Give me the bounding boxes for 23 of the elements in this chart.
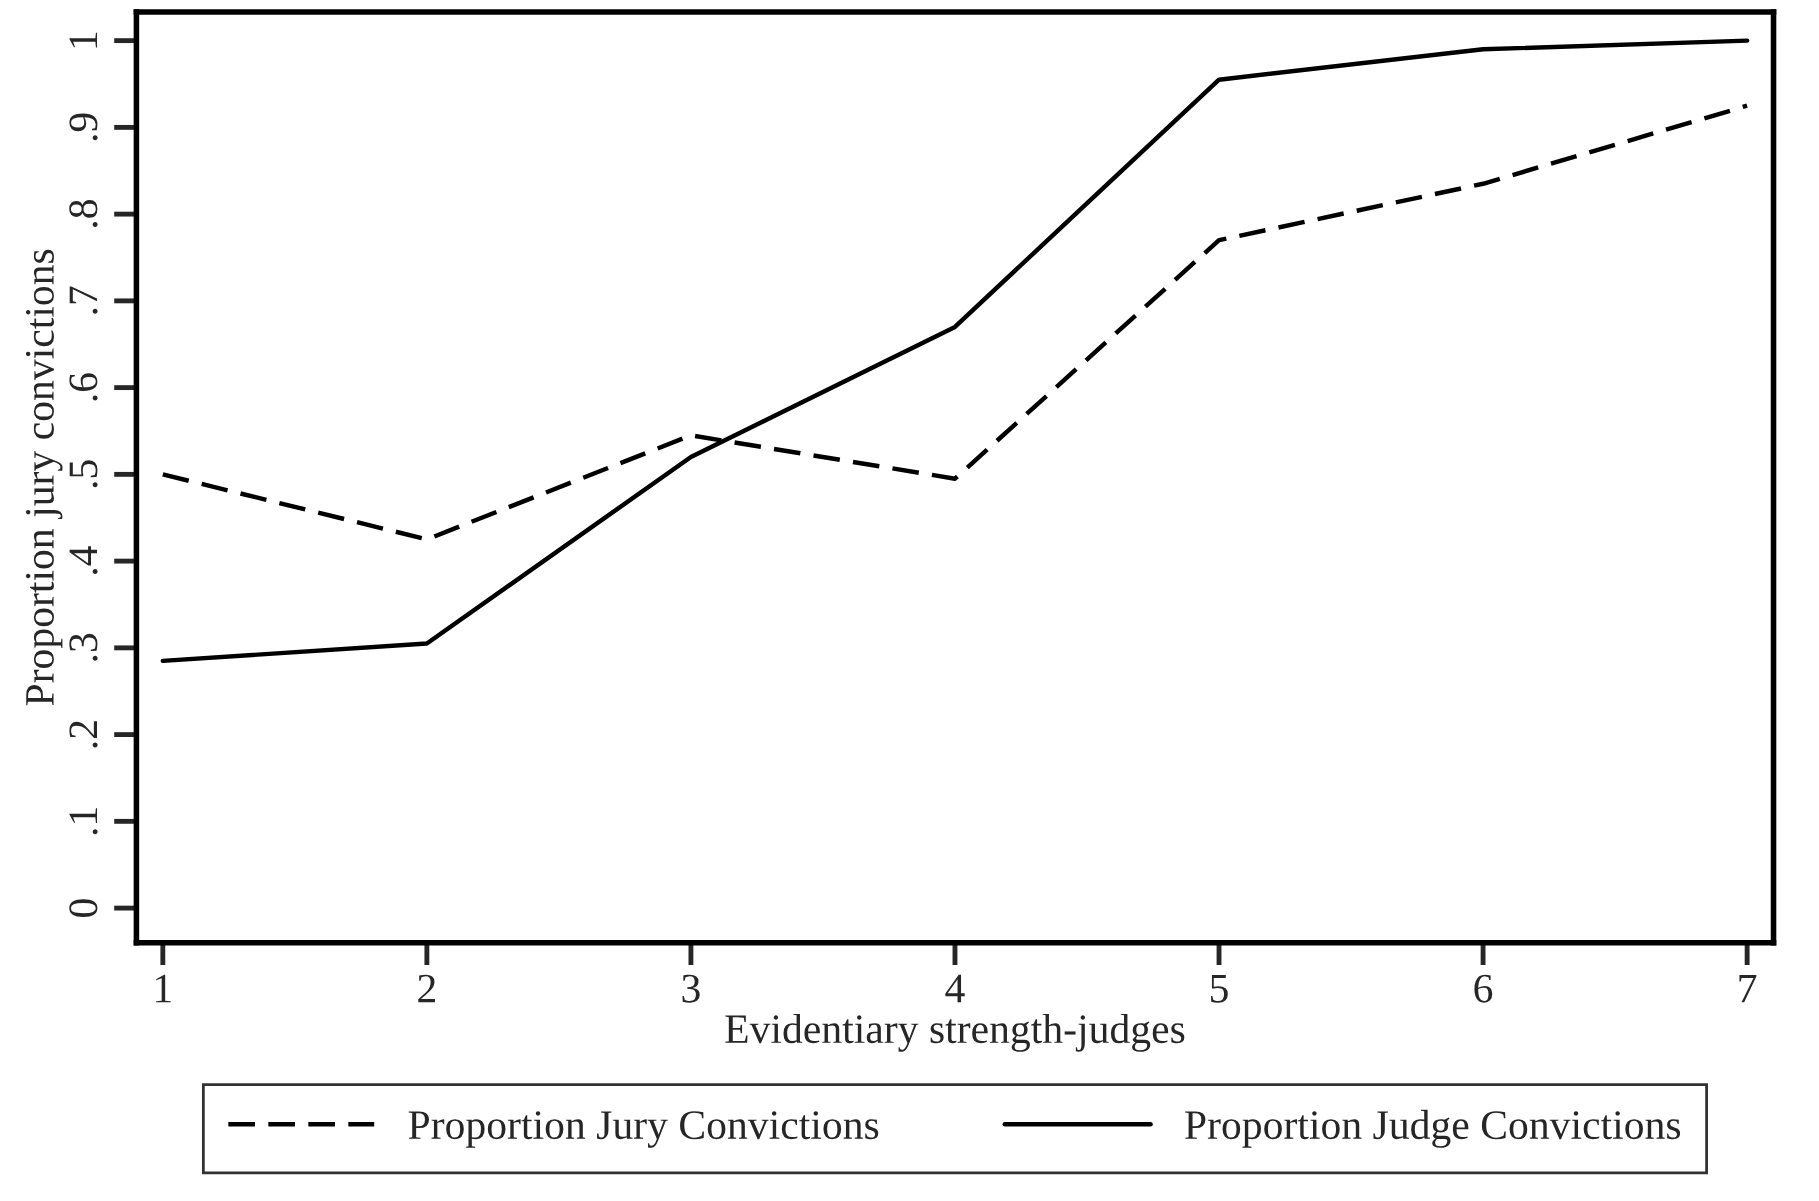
x-tick-label: 5 — [1211, 974, 1228, 1003]
legend-label: Proportion Jury Convictions — [408, 1111, 879, 1148]
y-tick-label: .2 — [69, 721, 98, 748]
y-axis-title: Proportion jury convictions — [25, 249, 63, 706]
line-series — [160, 38, 1750, 664]
y-tick-label: .5 — [69, 460, 98, 488]
y-tick-label: .8 — [69, 200, 98, 227]
y-tick-label: .9 — [69, 113, 98, 141]
x-tick-label: 4 — [945, 974, 965, 1003]
y-tick-label: .1 — [69, 808, 98, 835]
y-tick-label: .6 — [69, 373, 98, 401]
x-tick-label: 2 — [418, 974, 435, 1003]
y-tick-label: .4 — [69, 546, 98, 574]
x-tick-label: 6 — [1474, 974, 1493, 1003]
x-axis-title: Evidentiary strength-judges — [725, 1013, 1185, 1052]
y-tick-label: .3 — [69, 633, 98, 661]
x-tick-label: 7 — [1739, 974, 1757, 1003]
x-tick-label: 3 — [682, 974, 700, 1003]
y-tick-label: 1 — [69, 32, 97, 48]
y-tick-label: .7 — [69, 286, 98, 314]
legend-label: Proportion Judge Convictions — [1185, 1109, 1681, 1148]
y-tick-label: 0 — [69, 899, 98, 917]
x-tick-label: 1 — [156, 974, 171, 1003]
